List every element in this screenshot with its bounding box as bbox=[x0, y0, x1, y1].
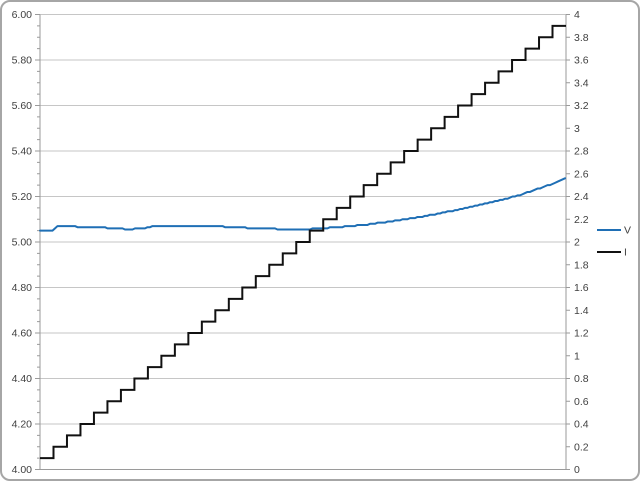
right-axis-label: 3.6 bbox=[574, 55, 589, 67]
left-axis-label: 4.40 bbox=[12, 373, 33, 385]
left-axis-label: 5.60 bbox=[12, 100, 33, 112]
right-axis-label: 2 bbox=[574, 237, 580, 249]
right-axis-label: 0.4 bbox=[574, 419, 589, 431]
right-axis-label: 0 bbox=[574, 464, 580, 476]
left-axis-label: 5.20 bbox=[12, 191, 33, 203]
right-axis-label: 3.4 bbox=[574, 77, 589, 89]
right-axis-label: 1.8 bbox=[574, 259, 589, 271]
left-axis-label: 6.00 bbox=[12, 9, 33, 21]
right-axis-label: 2.4 bbox=[574, 191, 589, 203]
right-axis-label: 2.6 bbox=[574, 168, 589, 180]
left-axis-label: 4.60 bbox=[12, 328, 33, 340]
legend-item-i[interactable]: I bbox=[597, 247, 627, 259]
left-axis-label: 5.80 bbox=[12, 55, 33, 67]
right-axis-label: 0.8 bbox=[574, 373, 589, 385]
right-axis-label: 1.4 bbox=[574, 305, 589, 317]
right-axis-label: 4 bbox=[574, 9, 580, 21]
legend-label-i: I bbox=[624, 247, 627, 259]
right-axis-label: 1.6 bbox=[574, 282, 589, 294]
right-axis-label: 3.2 bbox=[574, 100, 589, 112]
right-axis-label: 1 bbox=[574, 350, 580, 362]
right-axis-label: 1.2 bbox=[574, 328, 589, 340]
left-axis-label: 5.00 bbox=[12, 237, 33, 249]
series-v-line bbox=[39, 177, 566, 232]
right-axis-label: 0.6 bbox=[574, 396, 589, 408]
left-axis-label: 4.20 bbox=[12, 419, 33, 431]
right-axis-label: 2.2 bbox=[574, 214, 589, 226]
right-axis-label: 2.8 bbox=[574, 146, 589, 158]
legend-item-v[interactable]: V bbox=[597, 225, 631, 237]
right-axis-label: 3 bbox=[574, 123, 580, 135]
series-i-line bbox=[40, 24, 566, 460]
right-axis-label: 3.8 bbox=[574, 32, 589, 44]
right-axis-label: 0.2 bbox=[574, 441, 589, 453]
left-axis-label: 4.80 bbox=[12, 282, 33, 294]
left-axis-label: 5.40 bbox=[12, 146, 33, 158]
left-axis-label: 4.00 bbox=[12, 464, 33, 476]
legend-label-v: V bbox=[624, 225, 631, 237]
